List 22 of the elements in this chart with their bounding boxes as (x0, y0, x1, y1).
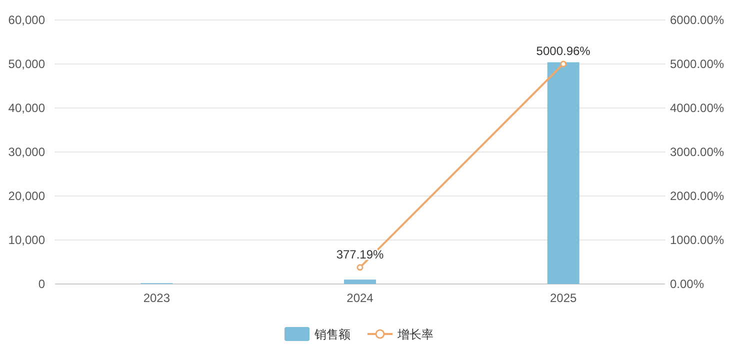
legend-label: 销售额 (314, 328, 350, 342)
y2-tick-label: 5000.00% (670, 57, 724, 71)
y-tick-label: 40,000 (8, 101, 46, 115)
y-tick-label: 20,000 (8, 189, 46, 203)
y2-tick-label: 1000.00% (670, 233, 724, 247)
y-tick-label: 30,000 (8, 145, 46, 159)
legend-label: 增长率 (396, 328, 434, 342)
x-tick-label: 2025 (550, 291, 578, 305)
y-tick-label: 50,000 (8, 57, 46, 71)
x-tick-label: 2023 (143, 291, 170, 305)
x-tick-label: 2024 (346, 291, 374, 305)
y-tick-label: 0 (38, 277, 46, 291)
bar (344, 280, 376, 284)
y-tick-label: 60,000 (8, 13, 46, 27)
y2-tick-label: 4000.00% (670, 101, 724, 115)
y2-tick-label: 3000.00% (670, 145, 724, 159)
y2-tick-label: 0.00% (670, 277, 704, 291)
y2-tick-label: 6000.00% (670, 13, 724, 27)
bar (547, 62, 580, 284)
data-label: 5000.96% (536, 44, 591, 58)
y-tick-label: 10,000 (8, 233, 46, 247)
y2-tick-label: 2000.00% (670, 189, 724, 203)
